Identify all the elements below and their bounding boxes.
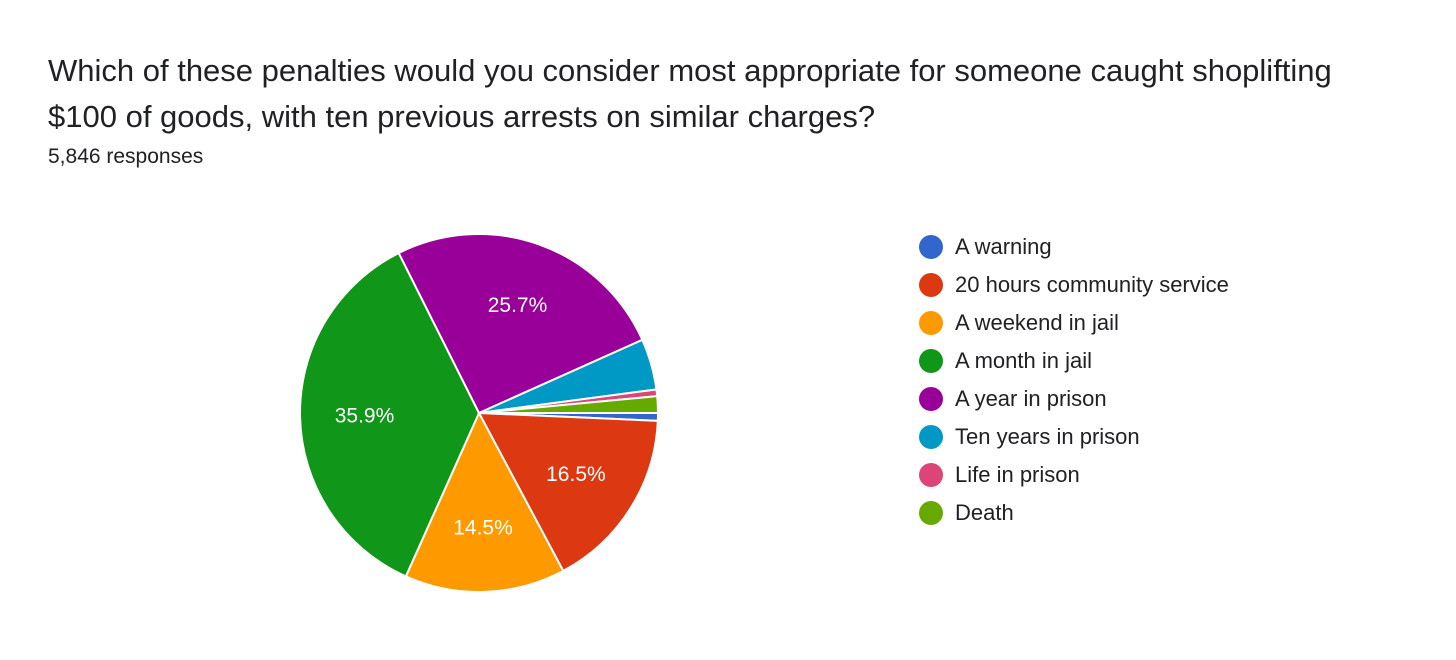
data-label-a-year-in-prison: 25.7% [488,294,548,317]
legend-swatch [919,311,943,335]
legend-item-a-month-in-jail[interactable]: A month in jail [919,342,1229,380]
chart-legend: A warning 20 hours community service A wee… [919,228,1229,532]
legend-swatch [919,235,943,259]
data-label-20-hours-community-service: 16.5% [546,463,606,486]
legend-swatch [919,273,943,297]
legend-item-ten-years-in-prison[interactable]: Ten years in prison [919,418,1229,456]
legend-item-life-in-prison[interactable]: Life in prison [919,456,1229,494]
data-label-a-month-in-jail: 35.9% [335,405,395,428]
legend-item-a-weekend-in-jail[interactable]: A weekend in jail [919,304,1229,342]
legend-label: A weekend in jail [955,310,1119,335]
legend-item-a-year-in-prison[interactable]: A year in prison [919,380,1229,418]
legend-label: Death [955,500,1014,525]
legend-label: A warning [955,234,1052,259]
legend-swatch [919,463,943,487]
pie-slice-20-hours-community-service[interactable] [477,411,659,573]
legend-label: Ten years in prison [955,424,1140,449]
legend-item-a-warning[interactable]: A warning [919,228,1229,266]
legend-label: 20 hours community service [955,272,1229,297]
legend-swatch [919,387,943,411]
legend-swatch [919,501,943,525]
pie-slice-a-year-in-prison[interactable] [397,233,644,415]
response-count: 5,846 responses [48,145,204,168]
legend-swatch [919,349,943,373]
legend-swatch [919,425,943,449]
pie-slice-death[interactable] [478,395,660,414]
chart-title: Which of these penalties would you consi… [48,53,1332,134]
data-label-a-weekend-in-jail: 14.5% [453,517,513,540]
legend-label: Life in prison [955,462,1080,487]
legend-label: A year in prison [955,386,1107,411]
pie-slice-a-weekend-in-jail[interactable] [404,410,565,593]
legend-label: A month in jail [955,348,1092,373]
pie-slice-a-month-in-jail[interactable] [299,251,481,578]
legend-item-20-hours-community-service[interactable]: 20 hours community service [919,266,1229,304]
legend-item-death[interactable]: Death [919,494,1229,532]
